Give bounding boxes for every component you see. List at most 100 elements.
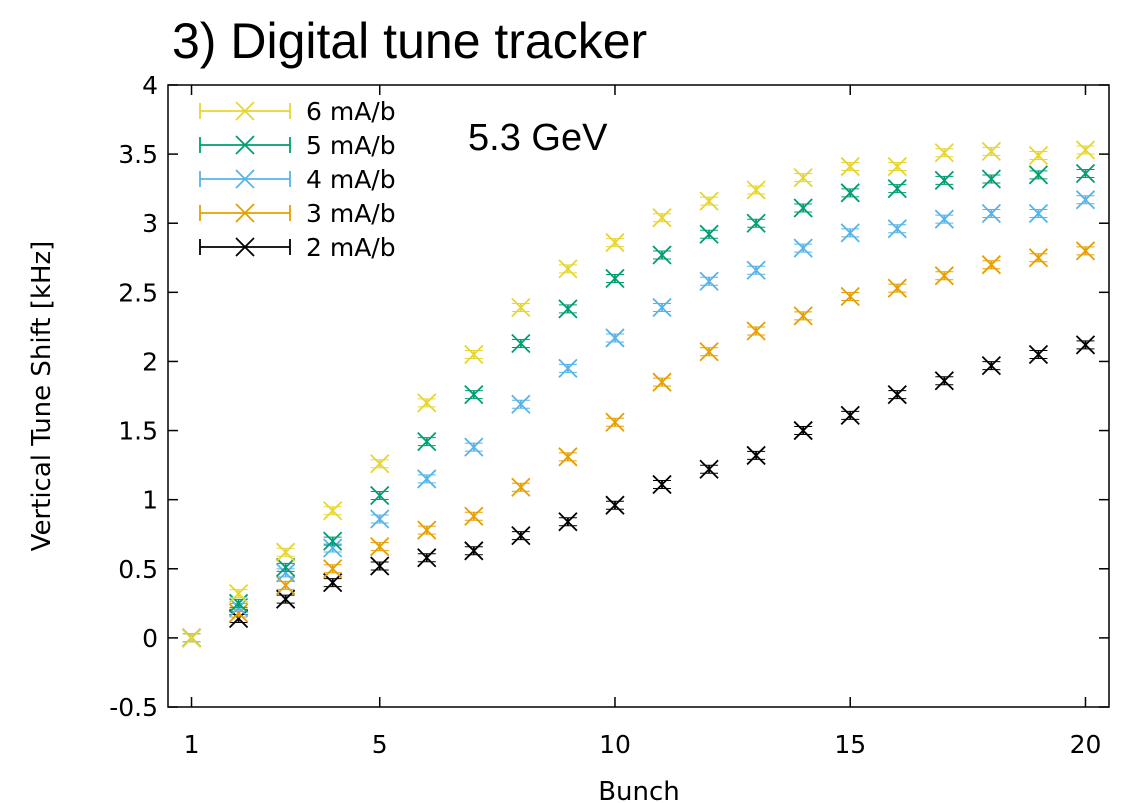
data-point [934,371,954,391]
legend-marker [235,237,255,257]
data-point [840,223,860,243]
data-point [464,541,484,561]
data-point [652,372,672,392]
data-point [511,477,531,497]
data-point [1075,163,1096,184]
data-point [981,203,1002,224]
data-point [228,584,249,604]
data-point [323,572,343,593]
data-point [793,167,813,188]
data-point [370,556,390,576]
data-point [887,278,907,298]
data-point [981,141,1002,161]
data-point [417,520,437,540]
legend-label: 5 mA/b [306,131,396,160]
data-point [746,321,766,341]
x-tick-label: 10 [599,730,631,759]
legend-marker [235,203,255,223]
data-point [275,589,296,609]
data-point [558,259,578,279]
data-point [558,299,578,319]
data-point [323,559,343,579]
plot-frame [167,84,1110,708]
data-point [511,394,531,414]
data-point [746,180,766,200]
y-tick-label: -0.5 [109,693,158,722]
energy-annotation: 5.3 GeV [468,117,608,159]
legend-item: 5 mA/b [199,131,396,160]
y-axis-label: Vertical Tune Shift [kHz] [27,241,57,552]
x-tick-label: 20 [1070,730,1102,759]
data-point [558,512,578,532]
data-point [558,358,578,378]
data-point [1028,165,1049,185]
data-point [464,344,484,365]
data-point [887,179,907,199]
data-point [1028,344,1049,365]
series-5-ma-b [181,163,1096,648]
data-point [887,219,907,239]
y-tick-label: 3 [142,209,158,238]
data-point [511,333,531,354]
data-point [370,509,390,529]
y-tick-label: 1.5 [118,417,158,446]
legend-marker [235,169,255,189]
data-point [793,198,813,218]
data-point [464,384,484,405]
data-point [417,431,437,452]
data-point [1075,140,1096,160]
data-point [605,232,625,253]
data-point [370,485,390,506]
y-tick-label: 2.5 [118,278,158,307]
data-point [417,548,437,568]
data-point [652,245,672,265]
series-4-ma-b [181,190,1096,648]
legend-item: 3 mA/b [199,199,396,228]
data-point [746,260,766,280]
data-point [934,143,954,163]
data-point [1075,241,1096,261]
data-point [840,183,860,203]
chart-title: 3) Digital tune tracker [172,13,647,69]
y-tick-label: 2 [142,347,158,376]
legend-label: 4 mA/b [306,165,396,194]
x-tick-label: 1 [184,730,200,759]
data-point [558,447,578,467]
data-point [1028,248,1049,268]
y-tick-label: 1 [142,486,158,515]
data-point [746,445,766,466]
data-point [417,393,437,413]
data-point [652,474,672,495]
data-point [934,266,954,286]
axes: -0.500.511.522.533.541 5 10 15 20 [109,71,1109,759]
data-point [699,342,719,362]
data-point [605,412,625,432]
data-point [417,469,437,489]
data-point [605,495,625,515]
data-point [181,628,202,648]
series-3-ma-b [181,241,1096,648]
legend-marker [235,135,255,155]
data-point [887,156,907,177]
legend-marker [235,101,255,121]
data-point [652,297,672,318]
legend: 6 mA/b 5 mA/b 4 mA/b 3 mA/b 2 mA/b [199,97,396,262]
data-point [699,271,719,291]
legend-label: 2 mA/b [306,233,396,262]
data-point [699,224,719,244]
data-point [934,170,954,191]
data-point [1075,335,1096,355]
y-tick-label: 3.5 [118,140,158,169]
y-tick-label: 0 [142,624,158,653]
x-tick-label: 15 [834,730,866,759]
data-point [840,286,860,307]
data-point [981,169,1002,189]
data-point [793,306,813,326]
data-point [934,209,954,229]
data-point [1075,190,1096,210]
legend-item: 6 mA/b [199,97,396,126]
legend-label: 6 mA/b [306,97,396,126]
data-point [981,255,1002,275]
data-point [605,328,625,348]
data-point [464,437,484,457]
